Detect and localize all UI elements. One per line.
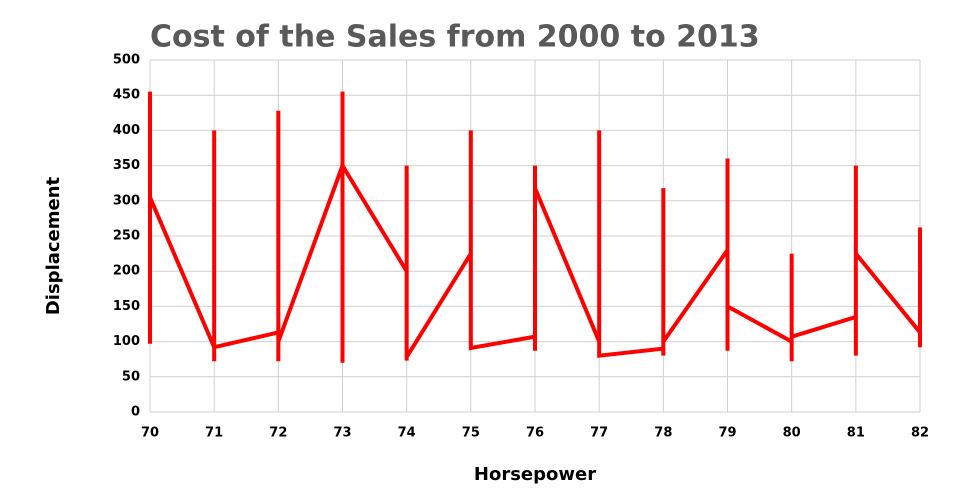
line-series [148, 91, 922, 363]
x-tick-label: 78 [654, 426, 672, 441]
y-tick-label: 100 [113, 334, 140, 349]
x-tick-label: 71 [205, 426, 223, 441]
y-tick-label: 500 [113, 53, 140, 68]
x-axis-label: Horsepower [474, 464, 596, 485]
y-tick-label: 50 [122, 369, 140, 384]
y-tick-label: 350 [113, 158, 140, 173]
y-tick-label: 300 [113, 193, 140, 208]
x-tick-label: 72 [269, 426, 287, 441]
x-tick-label: 75 [462, 426, 480, 441]
x-tick-label: 82 [911, 426, 929, 441]
y-tick-label: 150 [113, 299, 140, 314]
x-tick-label: 74 [398, 426, 416, 441]
y-tick-label: 250 [113, 229, 140, 244]
x-tick-label: 76 [526, 426, 544, 441]
x-tick-label: 79 [718, 426, 736, 441]
y-tick-label: 200 [113, 264, 140, 279]
x-tick-label: 77 [590, 426, 608, 441]
x-tick-label: 81 [847, 426, 865, 441]
chart-title: Cost of the Sales from 2000 to 2013 [150, 20, 760, 55]
y-tick-label: 0 [131, 405, 140, 420]
y-tick-label: 450 [113, 88, 140, 103]
x-tick-label: 70 [141, 426, 159, 441]
x-tick-label: 80 [783, 426, 801, 441]
y-axis-label: Displacement [43, 176, 64, 315]
x-tick-label: 73 [333, 426, 351, 441]
y-tick-label: 400 [113, 123, 140, 138]
